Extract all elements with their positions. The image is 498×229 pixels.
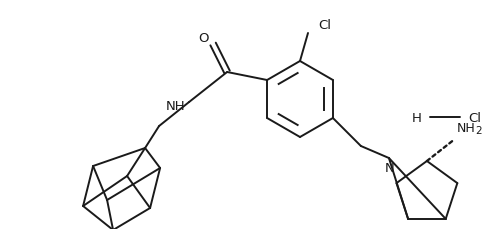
Text: NH: NH — [165, 100, 185, 113]
Text: Cl: Cl — [468, 111, 481, 124]
Text: H: H — [412, 111, 422, 124]
Text: O: O — [198, 31, 208, 44]
Text: 2: 2 — [475, 125, 482, 135]
Text: NH: NH — [457, 121, 476, 134]
Text: N: N — [385, 162, 395, 175]
Text: Cl: Cl — [318, 18, 331, 31]
